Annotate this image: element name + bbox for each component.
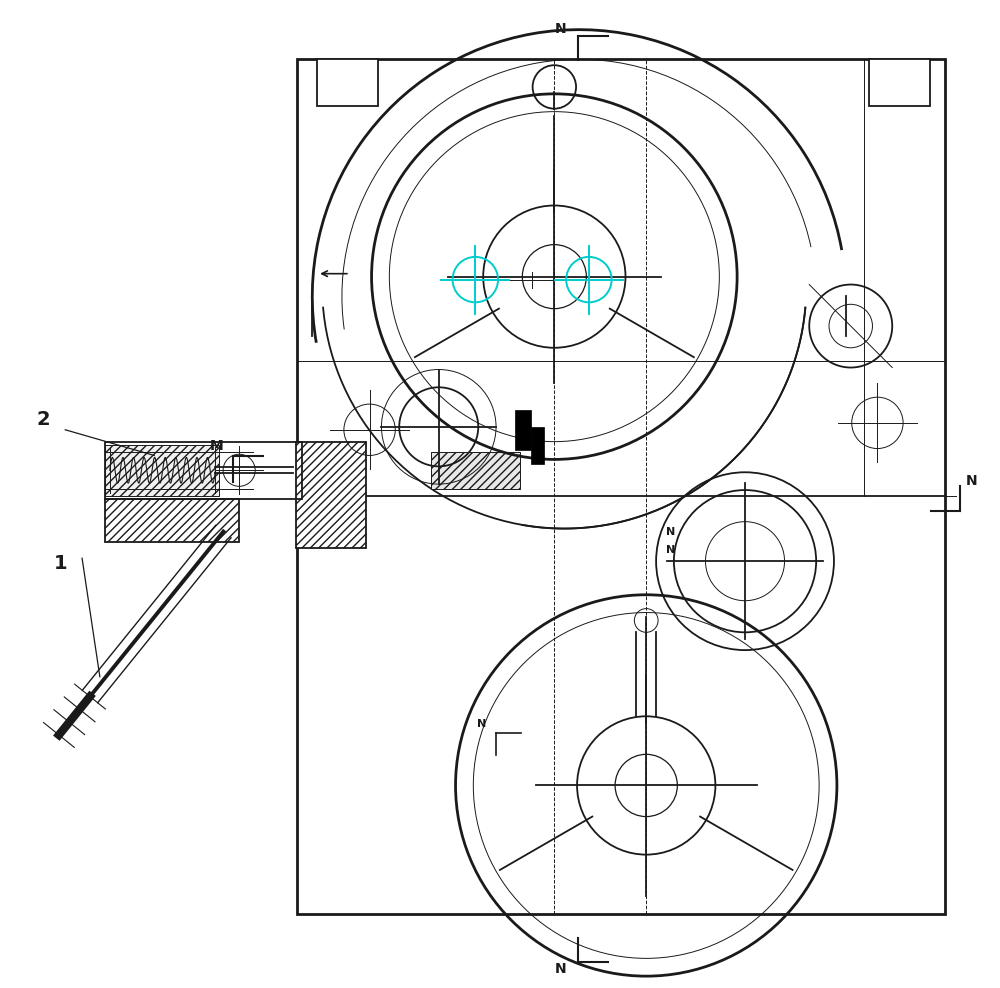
Bar xyxy=(515,410,531,450)
Text: N: N xyxy=(666,527,675,536)
Text: N: N xyxy=(555,962,566,976)
Text: M: M xyxy=(210,439,223,453)
Bar xyxy=(105,442,302,499)
Text: 1: 1 xyxy=(54,553,67,573)
Text: N: N xyxy=(477,719,486,729)
Text: N: N xyxy=(555,22,566,36)
Bar xyxy=(317,59,378,106)
Bar xyxy=(431,452,520,489)
Text: N: N xyxy=(666,545,675,555)
Bar xyxy=(869,59,930,106)
Bar xyxy=(296,442,366,548)
Bar xyxy=(105,445,219,496)
Bar xyxy=(531,427,544,464)
Text: N: N xyxy=(965,474,977,488)
Bar xyxy=(105,499,239,541)
Text: 2: 2 xyxy=(37,410,50,430)
Bar xyxy=(297,59,945,914)
